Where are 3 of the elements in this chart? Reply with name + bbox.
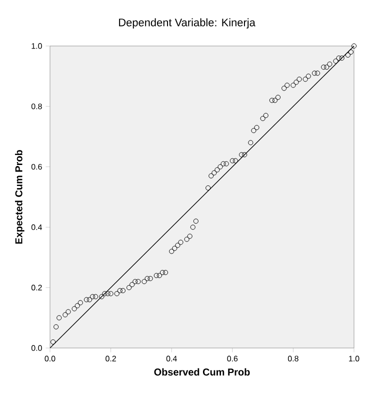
x-axis-title: Observed Cum Prob — [154, 368, 250, 376]
chart-title: Dependent Variable: Kinerja — [119, 18, 256, 28]
y-axis-title: Expected Cum Prob — [15, 150, 24, 244]
